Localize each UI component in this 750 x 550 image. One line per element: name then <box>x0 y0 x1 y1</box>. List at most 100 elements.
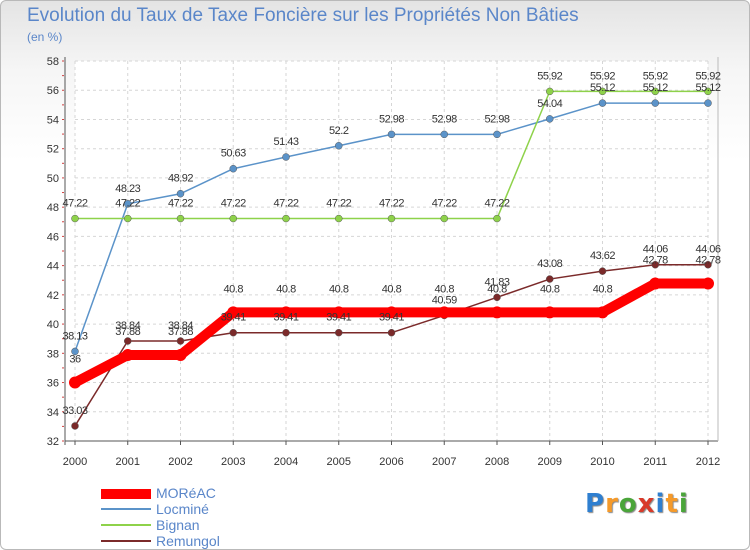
data-label: 48.23 <box>115 183 140 195</box>
y-tick-label: 42 <box>47 290 59 302</box>
data-label: 52.2 <box>329 125 349 137</box>
x-tick-label: 2007 <box>432 456 456 468</box>
data-point <box>71 422 79 430</box>
x-tick-label: 2010 <box>590 456 614 468</box>
y-tick-label: 44 <box>47 261 59 273</box>
y-tick-label: 58 <box>47 56 59 68</box>
data-point <box>493 214 501 223</box>
data-label: 48.92 <box>168 173 193 185</box>
data-label: 42.78 <box>695 254 720 266</box>
data-label: 40.8 <box>540 283 560 295</box>
x-tick-label: 2005 <box>327 456 351 468</box>
data-point <box>651 260 659 269</box>
data-label: 40.8 <box>593 283 613 295</box>
data-point <box>124 200 132 208</box>
data-label: 47.22 <box>62 198 87 210</box>
data-label: 52.98 <box>379 113 404 125</box>
logo-letter: i <box>678 489 689 519</box>
data-label: 40.59 <box>432 294 457 306</box>
x-tick-label: 2012 <box>696 456 720 468</box>
data-point <box>704 99 712 107</box>
x-tick-label: 2003 <box>221 456 245 468</box>
plot-area <box>75 61 708 441</box>
data-label: 40.8 <box>435 283 455 295</box>
data-point <box>493 130 501 139</box>
data-point <box>491 306 503 319</box>
data-label: 38.84 <box>115 320 140 332</box>
data-point <box>176 337 185 345</box>
legend-swatch <box>101 524 151 526</box>
data-point <box>71 347 79 356</box>
x-tick-label: 2008 <box>485 456 509 468</box>
data-label: 43.08 <box>537 258 562 270</box>
data-label: 50.63 <box>221 148 246 160</box>
data-label: 55.92 <box>695 70 720 82</box>
data-point <box>598 99 607 107</box>
data-point <box>335 328 343 337</box>
data-label: 47.22 <box>168 198 193 210</box>
data-label: 39.41 <box>379 312 404 324</box>
data-label: 47.22 <box>379 198 404 210</box>
data-point <box>280 306 292 319</box>
data-point <box>543 306 556 319</box>
data-point <box>598 87 607 96</box>
data-point <box>651 99 659 107</box>
data-label: 47.22 <box>115 198 140 210</box>
x-tick-label: 2002 <box>168 456 192 468</box>
chart-title: Evolution du Taux de Taxe Foncière sur l… <box>27 5 579 26</box>
data-point <box>546 115 554 123</box>
data-point <box>282 153 290 161</box>
y-tick-label: 36 <box>47 378 59 390</box>
logo-letter: t <box>665 489 679 519</box>
x-tick-label: 2001 <box>116 456 140 468</box>
legend-label: MORéAC <box>156 485 216 501</box>
data-label: 37.88 <box>115 326 140 338</box>
data-point <box>546 275 554 283</box>
data-point <box>176 189 185 198</box>
data-point <box>335 142 343 150</box>
data-label: 55.92 <box>537 70 562 82</box>
y-tick-label: 48 <box>47 202 59 214</box>
data-point <box>493 293 501 302</box>
data-label: 44.06 <box>643 244 668 256</box>
legend-label: Remungol <box>156 533 220 549</box>
legend-swatch <box>101 489 151 499</box>
data-label: 40.8 <box>329 283 349 295</box>
data-point <box>69 376 81 389</box>
data-point <box>387 130 396 139</box>
data-label: 55.92 <box>643 70 668 82</box>
data-label: 36 <box>69 354 81 366</box>
x-tick-label: 2006 <box>379 456 403 468</box>
data-point <box>651 87 659 96</box>
data-point <box>385 306 398 319</box>
data-label: 39.41 <box>221 312 246 324</box>
data-label: 40.8 <box>276 283 296 295</box>
data-point <box>71 214 79 223</box>
data-label: 38.13 <box>62 330 87 342</box>
data-point <box>176 214 185 223</box>
data-point <box>387 214 396 223</box>
data-point <box>282 328 290 337</box>
data-point <box>702 277 714 290</box>
data-point <box>335 214 343 223</box>
logo-letter: r <box>605 489 619 519</box>
x-tick-label: 2000 <box>63 456 87 468</box>
data-label: 47.22 <box>273 198 298 210</box>
data-point <box>124 214 132 223</box>
y-tick-label: 54 <box>47 114 59 126</box>
data-point <box>332 306 345 319</box>
data-label: 51.43 <box>273 136 298 148</box>
data-point <box>649 277 662 290</box>
x-tick-label: 2009 <box>538 456 562 468</box>
data-label: 52.98 <box>484 113 509 125</box>
data-point <box>229 328 237 337</box>
logo-letter: o <box>618 489 638 519</box>
data-point <box>546 87 554 96</box>
data-point <box>438 306 451 319</box>
data-point <box>121 349 134 362</box>
data-label: 47.22 <box>221 198 246 210</box>
data-label: 52.98 <box>432 113 457 125</box>
data-label: 40.8 <box>224 283 244 295</box>
logo-letter: P <box>585 489 606 519</box>
